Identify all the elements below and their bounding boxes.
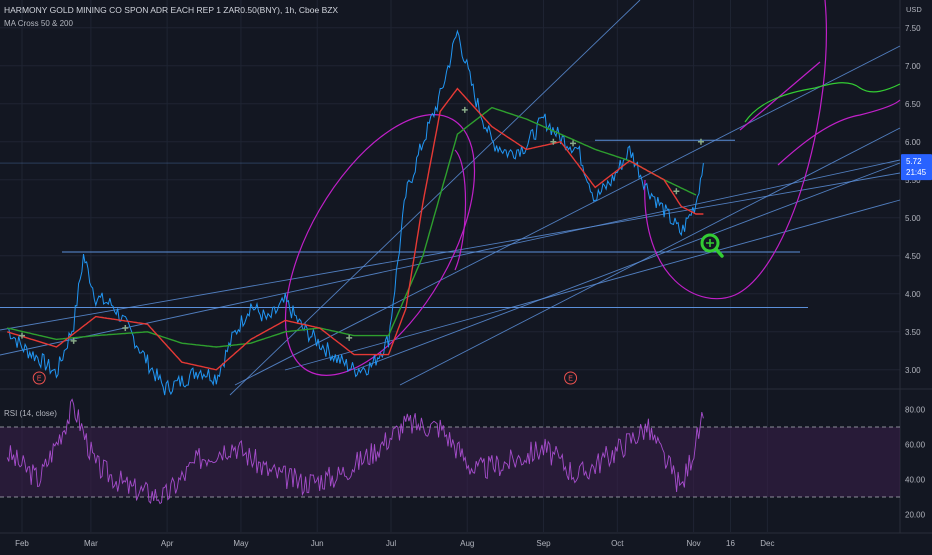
- price-tick-4: 5.00: [905, 214, 921, 223]
- ma-cross-marker-1: [70, 337, 77, 344]
- ma-cross-marker-8: [697, 138, 704, 145]
- trendline-1: [0, 172, 901, 331]
- time-tick-9: Nov: [686, 539, 700, 548]
- price-tick-0: 3.00: [905, 366, 921, 375]
- price-tick-8: 7.00: [905, 62, 921, 71]
- zoom-icon-plus: [706, 239, 714, 247]
- rsi-tick-0: 20.00: [905, 511, 926, 520]
- trendline-6: [399, 127, 901, 386]
- time-tick-5: Jul: [386, 539, 396, 548]
- indicator-label[interactable]: MA Cross 50 & 200: [4, 19, 73, 28]
- earnings-marker-label-0: E: [37, 376, 42, 383]
- time-tick-3: May: [233, 539, 248, 548]
- rsi-line: [6, 398, 704, 505]
- ma-cross-marker-6: [570, 140, 577, 147]
- earnings-marker-1: [564, 371, 578, 385]
- chart-title: HARMONY GOLD MINING CO SPON ADR EACH REP…: [4, 5, 339, 15]
- price-tick-7: 6.50: [905, 100, 921, 109]
- trendline-0: [0, 159, 901, 356]
- highlight-arc-small: [454, 149, 467, 271]
- price-tick-6: 6.00: [905, 138, 921, 147]
- highlight-arc-nov: [644, 0, 827, 300]
- price-tick-1: 3.50: [905, 328, 921, 337]
- time-tick-0: Feb: [15, 539, 29, 548]
- ma50-line: [6, 87, 704, 371]
- time-tick-4: Jun: [311, 539, 324, 548]
- time-tick-7: Sep: [536, 539, 551, 548]
- price-tick-2: 4.00: [905, 290, 921, 299]
- price-tick-5: 5.50: [905, 176, 921, 185]
- earnings-marker-0: [32, 371, 46, 385]
- projection-upper-line: [739, 61, 821, 131]
- ma-cross-marker-0: [19, 332, 25, 339]
- projection-path: [744, 82, 901, 123]
- ma-cross-marker-4: [461, 106, 468, 113]
- ma-cross-marker-2: [122, 325, 129, 331]
- rsi-tick-2: 60.00: [905, 441, 926, 450]
- time-tick-1: Mar: [84, 539, 98, 548]
- time-tick-2: Apr: [161, 539, 174, 548]
- ma200-line: [7, 106, 697, 348]
- price-line: [6, 29, 704, 396]
- rsi-tick-3: 80.00: [905, 406, 926, 415]
- time-tick-8: Oct: [611, 539, 624, 548]
- projection-lower-path: [777, 99, 901, 166]
- highlight-ellipse-july: [284, 114, 476, 376]
- rsi-label[interactable]: RSI (14, close): [4, 409, 57, 418]
- trendline-5: [284, 199, 901, 371]
- zoom-icon-handle: [714, 247, 724, 258]
- ma-cross-marker-7: [673, 188, 680, 195]
- trendline-2: [354, 162, 901, 371]
- trendline-4: [234, 45, 901, 386]
- rsi-tick-1: 40.00: [905, 476, 926, 485]
- price-badge: [901, 154, 932, 181]
- time-tick-10: 16: [726, 539, 735, 548]
- time-tick-11: Dec: [760, 539, 774, 548]
- price-badge-time: 21:45: [906, 168, 927, 177]
- earnings-marker-label-1: E: [568, 376, 573, 383]
- currency-label: USD: [906, 5, 922, 14]
- price-tick-3: 4.50: [905, 252, 921, 261]
- ma-cross-marker-3: [346, 334, 353, 341]
- price-tick-9: 7.50: [905, 24, 921, 33]
- trendline-3: [229, 0, 641, 396]
- time-tick-6: Aug: [460, 539, 474, 548]
- ma-cross-marker-5: [550, 138, 557, 145]
- zoom-icon: [700, 233, 720, 253]
- price-badge-value: 5.72: [906, 157, 922, 166]
